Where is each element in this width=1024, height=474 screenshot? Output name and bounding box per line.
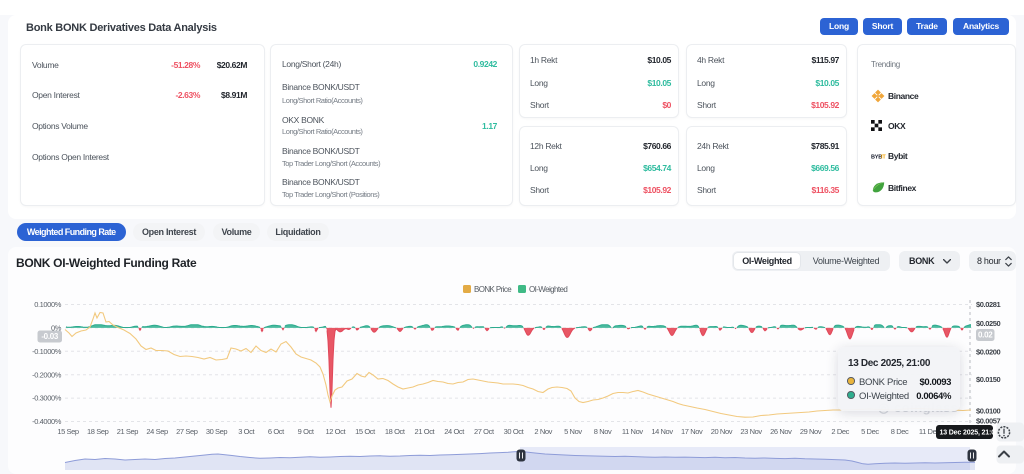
- svg-text:11 Nov: 11 Nov: [622, 427, 643, 436]
- svg-text:30 Oct: 30 Oct: [504, 427, 525, 436]
- svg-text:21 Sep: 21 Sep: [117, 427, 139, 436]
- svg-text:13 Dec 2025, 21:0: 13 Dec 2025, 21:0: [940, 430, 996, 437]
- svg-text:$0.0057: $0.0057: [976, 416, 1001, 425]
- svg-text:-0.4000%: -0.4000%: [32, 417, 62, 426]
- svg-text:-0.2000%: -0.2000%: [32, 370, 62, 379]
- svg-text:27 Sep: 27 Sep: [176, 427, 198, 436]
- svg-text:20 Nov: 20 Nov: [711, 427, 733, 436]
- svg-text:$0.0250: $0.0250: [976, 319, 1001, 328]
- svg-text:0.02: 0.02: [978, 331, 993, 340]
- svg-text:12 Oct: 12 Oct: [325, 427, 346, 436]
- svg-text:$0.0100: $0.0100: [976, 407, 1001, 416]
- svg-text:8 Dec: 8 Dec: [891, 427, 909, 436]
- svg-text:2 Nov: 2 Nov: [534, 427, 552, 436]
- svg-text:5 Dec: 5 Dec: [861, 427, 879, 436]
- svg-text:0%: 0%: [51, 324, 62, 333]
- svg-text:0.1000%: 0.1000%: [34, 300, 62, 309]
- svg-text:15 Oct: 15 Oct: [355, 427, 376, 436]
- svg-text:2 Dec: 2 Dec: [831, 427, 849, 436]
- svg-text:26 Nov: 26 Nov: [770, 427, 792, 436]
- svg-text:8 Nov: 8 Nov: [594, 427, 612, 436]
- svg-text:$0.0281: $0.0281: [976, 300, 1001, 309]
- svg-text:18 Sep: 18 Sep: [87, 427, 109, 436]
- svg-text:3 Oct: 3 Oct: [238, 427, 255, 436]
- svg-text:27 Oct: 27 Oct: [474, 427, 495, 436]
- svg-text:11 Dec: 11 Dec: [919, 427, 940, 436]
- svg-text:14 Nov: 14 Nov: [651, 427, 673, 436]
- svg-text:21 Oct: 21 Oct: [415, 427, 436, 436]
- svg-text:$0.0200: $0.0200: [976, 347, 1001, 356]
- svg-text:9 Oct: 9 Oct: [298, 427, 315, 436]
- svg-text:5 Nov: 5 Nov: [564, 427, 582, 436]
- svg-text:6 Oct: 6 Oct: [268, 427, 285, 436]
- svg-text:24 Sep: 24 Sep: [146, 427, 168, 436]
- svg-text:-0.1000%: -0.1000%: [32, 347, 62, 356]
- svg-text:$0.0150: $0.0150: [976, 375, 1001, 384]
- svg-text:-0.03: -0.03: [41, 332, 59, 341]
- svg-text:17 Nov: 17 Nov: [681, 427, 703, 436]
- svg-text:24 Oct: 24 Oct: [444, 427, 465, 436]
- svg-text:18 Oct: 18 Oct: [385, 427, 406, 436]
- svg-text:30 Sep: 30 Sep: [206, 427, 228, 436]
- svg-text:15 Sep: 15 Sep: [57, 427, 79, 436]
- svg-text:29 Nov: 29 Nov: [800, 427, 822, 436]
- svg-text:-0.3000%: -0.3000%: [32, 394, 62, 403]
- svg-text:IT: IT: [881, 154, 886, 160]
- svg-text:23 Nov: 23 Nov: [740, 427, 762, 436]
- svg-text:BYB: BYB: [871, 154, 882, 160]
